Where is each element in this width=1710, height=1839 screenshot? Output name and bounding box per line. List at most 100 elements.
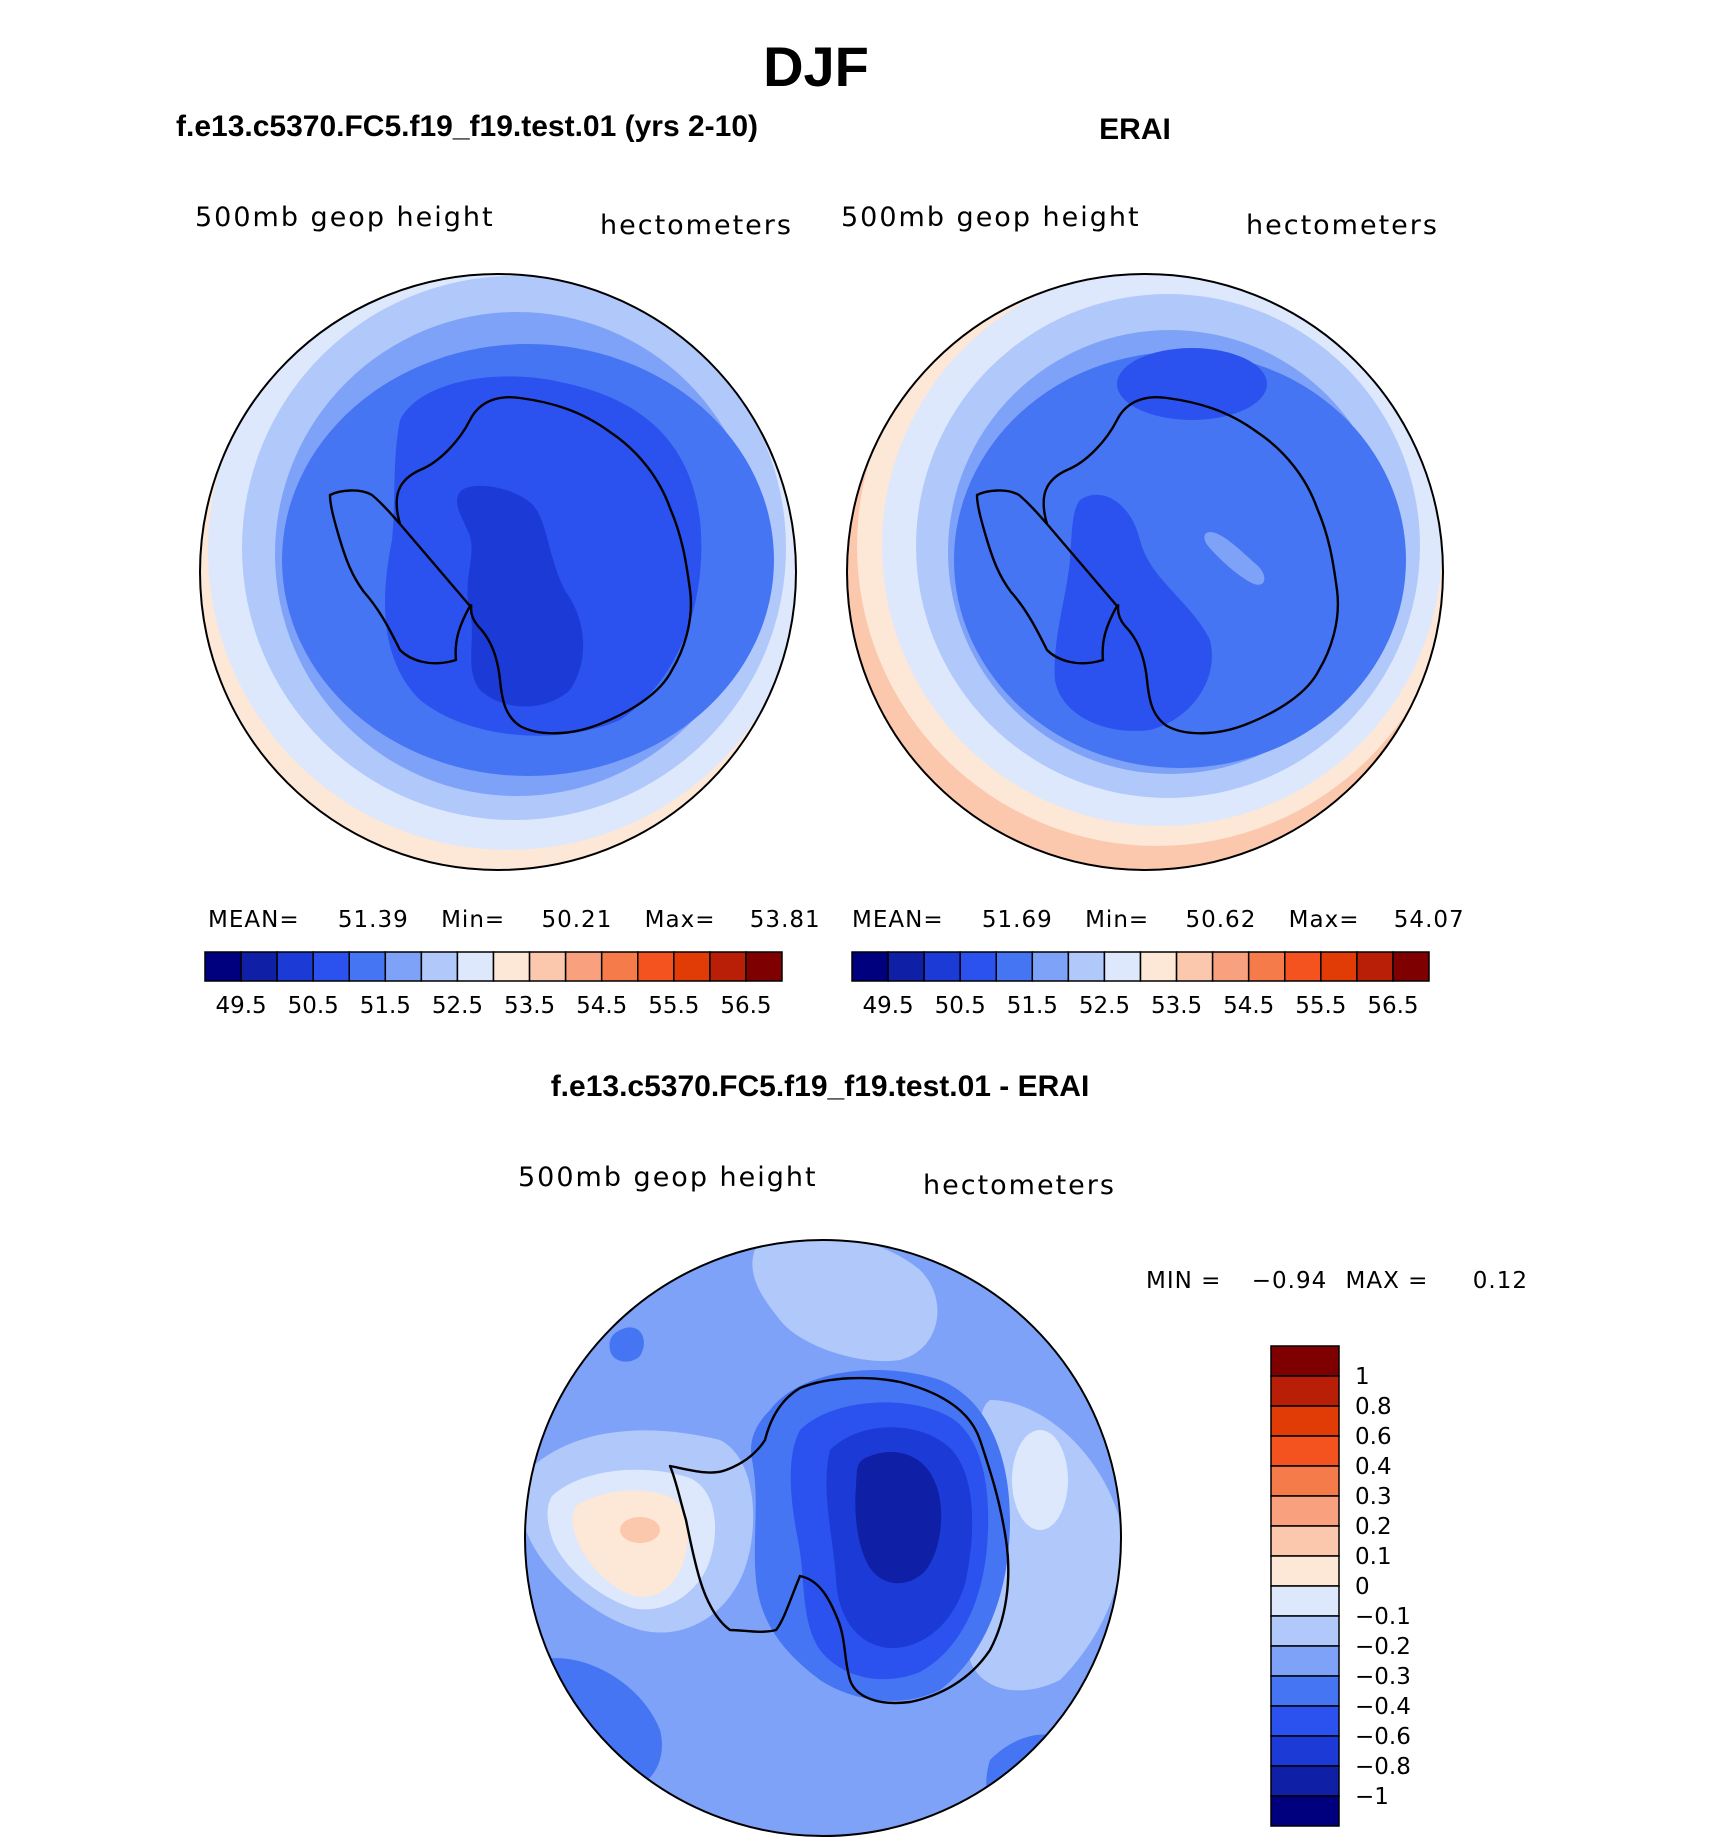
model-colorbar-box [240, 951, 278, 982]
season-title: DJF [763, 35, 869, 98]
obs-colorbar-box [1175, 951, 1214, 982]
obs-mean-value: 51.69 [981, 907, 1053, 933]
obs-band-51-south [1054, 494, 1212, 731]
diff-colorbar-tick-label: −0.8 [1355, 1754, 1411, 1780]
model-colorbar-tick-label: 53.5 [504, 993, 555, 1019]
model-max-value: 53.81 [749, 907, 821, 933]
obs-colorbar-tick-label: 54.5 [1223, 993, 1274, 1019]
diff-colorbar-box [1270, 1615, 1340, 1647]
obs-colorbar-box [1284, 951, 1322, 982]
diff-colorbar-tick-label: 0.8 [1355, 1394, 1392, 1420]
diff-band-pos0-west [572, 1490, 688, 1597]
model-colorbar-tick-label: 49.5 [215, 993, 266, 1019]
diff-colorbar-box [1270, 1405, 1340, 1437]
diff-stats: MIN = −0.94 MAX = 0.12 [1146, 1268, 1528, 1294]
model-variable-label: 500mb geop height [195, 202, 495, 233]
obs-colorbar-box [1356, 951, 1394, 982]
diff-min-value: −0.94 [1251, 1268, 1328, 1294]
model-mean-value: 51.39 [337, 907, 409, 933]
model-mean-label: MEAN= [208, 907, 300, 933]
obs-mean-label: MEAN= [852, 907, 944, 933]
diff-coastline [668, 1376, 1010, 1705]
model-map [200, 274, 796, 870]
obs-colorbar-tick-label: 49.5 [862, 993, 913, 1019]
diff-band-pos0.1-west [620, 1517, 660, 1543]
diff-colorbar-tick-label: −0.4 [1355, 1694, 1411, 1720]
diff-colorbar-box [1270, 1345, 1340, 1377]
model-colorbar-tick-label: 50.5 [288, 993, 339, 1019]
model-colorbar-tick-label: 52.5 [432, 993, 483, 1019]
diff-colorbar-box [1270, 1705, 1340, 1737]
diff-colorbar-box [1270, 1525, 1340, 1557]
diff-variable-label: 500mb geop height [518, 1162, 818, 1193]
obs-colorbar-tick-label: 56.5 [1367, 993, 1418, 1019]
diff-colorbar-box [1270, 1495, 1340, 1527]
diff-units-label: hectometers [923, 1170, 1116, 1201]
obs-band-51-north [1117, 348, 1267, 420]
obs-stats: MEAN= 51.69 Min= 50.62 Max= 54.07 [852, 907, 1465, 933]
diff-band-neg0.4-nw [609, 1327, 644, 1362]
diff-colorbar-box [1270, 1765, 1340, 1797]
obs-colorbar-tick-label: 51.5 [1007, 993, 1058, 1019]
diff-colorbar-tick-label: −0.2 [1355, 1634, 1411, 1660]
diff-min-label: MIN = [1146, 1268, 1222, 1294]
obs-colorbar-box [959, 951, 997, 982]
diff-colorbar-box [1270, 1465, 1340, 1497]
obs-colorbar-box [851, 951, 889, 982]
obs-map-border [846, 273, 1444, 871]
obs-min-value: 50.62 [1185, 907, 1257, 933]
obs-colorbar-box [1031, 951, 1070, 982]
obs-units-label: hectometers [1246, 210, 1439, 241]
diff-colorbar-box [1270, 1585, 1340, 1617]
model-colorbar-box [745, 951, 783, 982]
diff-max-value: 0.12 [1472, 1268, 1528, 1294]
diff-colorbar: 1 0.8 0.6 0.4 0.3 0.2 0.1 0 −0.1 −0.2 −0.3 −0.4 −0.6… [1270, 1345, 1411, 1827]
obs-colorbar: 49.5 50.5 51.5 52.5 53.5 54.5 55.5 56.5 [851, 951, 1430, 1019]
obs-colorbar-tick-label: 53.5 [1151, 993, 1202, 1019]
diff-colorbar-tick-label: 0.6 [1355, 1424, 1392, 1450]
obs-colorbar-box [1211, 951, 1250, 982]
diff-colorbar-tick-label: 1 [1355, 1364, 1370, 1390]
model-colorbar-box [204, 951, 242, 982]
obs-colorbar-box [1067, 951, 1106, 982]
diff-colorbar-tick-label: 0 [1355, 1574, 1370, 1600]
model-max-label: Max= [644, 907, 716, 933]
obs-colorbar-box [1247, 951, 1286, 982]
model-colorbar-tick-label: 55.5 [648, 993, 699, 1019]
model-colorbar-box [528, 951, 567, 982]
diff-colorbar-tick-label: 0.4 [1355, 1454, 1392, 1480]
diff-colorbar-tick-label: 0.2 [1355, 1514, 1392, 1540]
obs-min-label: Min= [1085, 907, 1150, 933]
obs-coastline [975, 396, 1340, 735]
obs-panel-title: ERAI [1099, 113, 1171, 146]
diff-map [525, 1240, 1121, 1836]
diff-colorbar-tick-label: −0.1 [1355, 1604, 1411, 1630]
obs-colorbar-tick-label: 55.5 [1295, 993, 1346, 1019]
model-colorbar-tick-label: 54.5 [576, 993, 627, 1019]
model-colorbar-box [348, 951, 387, 982]
diff-band-neg0.2-north [752, 1240, 938, 1361]
diff-map-border [524, 1239, 1122, 1837]
model-colorbar-box [384, 951, 423, 982]
obs-max-label: Max= [1288, 907, 1360, 933]
diff-band-neg0.2-east [967, 1400, 1121, 1691]
model-colorbar-box [276, 951, 314, 982]
diff-max-label: MAX = [1345, 1268, 1429, 1294]
model-panel-title: f.e13.c5370.FC5.f19_f19.test.01 (yrs 2-1… [176, 110, 759, 143]
diff-band-neg0.8-center [855, 1452, 942, 1584]
diff-colorbar-box [1270, 1645, 1340, 1677]
obs-variable-label: 500mb geop height [841, 202, 1141, 233]
diff-colorbar-tick-label: −0.6 [1355, 1724, 1411, 1750]
diff-colorbar-box [1270, 1375, 1340, 1407]
diff-colorbar-box [1270, 1795, 1340, 1827]
diff-panel-title: f.e13.c5370.FC5.f19_f19.test.01 - ERAI [550, 1070, 1090, 1103]
model-colorbar-tick-label: 56.5 [720, 993, 771, 1019]
obs-colorbar-box [1103, 951, 1142, 982]
obs-colorbar-box [1320, 951, 1358, 982]
model-colorbar-box [637, 951, 675, 982]
model-colorbar-box [312, 951, 350, 982]
model-colorbar-box [564, 951, 603, 982]
diff-colorbar-tick-label: 0.1 [1355, 1544, 1392, 1570]
diff-colorbar-box [1270, 1735, 1340, 1767]
diff-band-neg0.3-south [986, 1734, 1091, 1836]
